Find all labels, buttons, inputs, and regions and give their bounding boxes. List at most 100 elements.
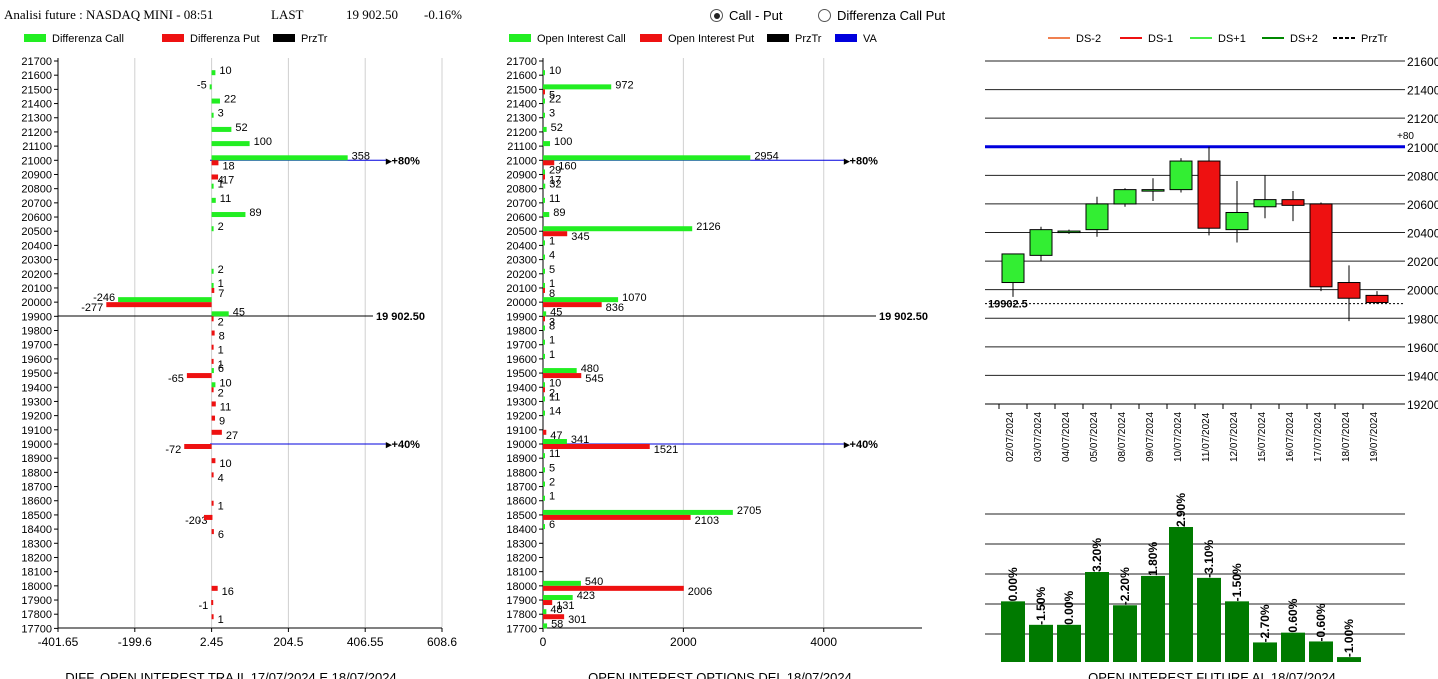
bar-put xyxy=(186,373,212,379)
y-tick-label: 21000 xyxy=(21,155,52,167)
data-label: 1 xyxy=(549,235,555,247)
y-tick-label: 17700 xyxy=(506,623,537,635)
bar-call xyxy=(543,453,545,459)
legend-oi-label: Open Interest Call xyxy=(537,33,626,45)
y-tick-label: 21300 xyxy=(506,113,537,125)
bar-put xyxy=(211,174,219,180)
oi-future-label: -2.20% xyxy=(1118,567,1132,605)
chart-title: OPEN INTEREST FUTURE AL 18/07/2024 xyxy=(1088,670,1336,679)
radio-call-put[interactable]: Call - Put xyxy=(710,8,782,23)
bar-call xyxy=(118,297,212,303)
data-label: 5 xyxy=(549,264,555,276)
date-tick-label: 03/07/2024 xyxy=(1033,412,1044,462)
bar-put xyxy=(543,600,553,606)
y-tick-label: 17900 xyxy=(506,595,537,607)
bar-put xyxy=(211,330,215,336)
date-tick-label: 05/07/2024 xyxy=(1089,412,1100,462)
bar-put xyxy=(543,373,582,379)
data-label: 2954 xyxy=(754,150,778,162)
bar-put xyxy=(543,443,650,449)
y-tick-label: 17700 xyxy=(21,623,52,635)
y-tick-label: 20200 xyxy=(21,269,52,281)
y-tick-label: 20700 xyxy=(21,198,52,210)
y-tick-label: 21600 xyxy=(1407,55,1438,69)
data-label: -3 xyxy=(198,515,208,527)
bar-put xyxy=(211,415,216,421)
date-tick-label: 02/07/2024 xyxy=(1005,412,1016,462)
bar-put xyxy=(211,344,214,350)
data-label: 2 xyxy=(218,387,224,399)
data-label: 10 xyxy=(549,65,561,77)
y-tick-label: 20800 xyxy=(1407,169,1438,183)
data-label: 1070 xyxy=(622,292,646,304)
bar-call xyxy=(543,70,545,76)
date-tick-label: 16/07/2024 xyxy=(1285,412,1296,462)
candle-body xyxy=(1225,211,1249,231)
bar-put xyxy=(211,160,219,166)
bar-call xyxy=(543,580,581,586)
y-tick-label: 19800 xyxy=(506,326,537,338)
data-label: 3 xyxy=(218,108,224,120)
y-tick-label: 20500 xyxy=(506,226,537,238)
data-label: 6 xyxy=(549,519,555,531)
data-label: 7 xyxy=(218,288,224,300)
oi-future-bar xyxy=(1281,632,1305,662)
bar-put xyxy=(203,514,212,520)
date-tick-label: 09/07/2024 xyxy=(1145,412,1156,462)
header-bar: Analisi future : NASDAQ MINI - 08:51 LAS… xyxy=(4,7,564,25)
legend-oi-swatch xyxy=(640,34,662,42)
bar-call xyxy=(211,368,214,374)
oi-future-bar xyxy=(1029,624,1053,662)
y-tick-label: 18800 xyxy=(21,467,52,479)
data-label: 17 xyxy=(549,174,561,186)
y-tick-label: 19400 xyxy=(21,382,52,394)
oi-future-label: -3.10% xyxy=(1202,540,1216,578)
bar-call xyxy=(543,240,545,246)
data-label: 1 xyxy=(549,491,555,503)
data-label: 11 xyxy=(549,391,560,403)
date-tick-label: 12/07/2024 xyxy=(1229,412,1240,462)
y-tick-label: 19200 xyxy=(506,411,537,423)
bar-call xyxy=(211,112,214,118)
y-tick-label: 20000 xyxy=(21,297,52,309)
legend-diff-swatch xyxy=(162,34,184,42)
data-label: 5 xyxy=(549,462,555,474)
bar-call xyxy=(211,212,246,218)
oi-future-label: 0.00% xyxy=(1006,567,1020,601)
data-label: 48 xyxy=(550,604,562,616)
y-tick-label: 20100 xyxy=(21,283,52,295)
bar-put xyxy=(543,231,568,237)
date-tick-label: 18/07/2024 xyxy=(1341,412,1352,462)
data-label: -277 xyxy=(81,302,103,314)
data-label: 160 xyxy=(558,160,576,172)
bar-call xyxy=(543,268,545,274)
oi-future-bar xyxy=(1337,657,1361,662)
y-tick-label: 17900 xyxy=(21,595,52,607)
y-tick-label: 19700 xyxy=(21,340,52,352)
data-label: 17 xyxy=(222,174,234,186)
y-tick-label: 18300 xyxy=(506,538,537,550)
bar-call xyxy=(211,311,229,317)
bar-put xyxy=(543,429,547,435)
data-label: 1 xyxy=(218,179,224,191)
oi-future-bar xyxy=(1057,624,1081,662)
y-tick-label: 20400 xyxy=(1407,227,1438,241)
data-label: -72 xyxy=(165,444,181,456)
bar-call xyxy=(211,98,220,104)
data-label: 1521 xyxy=(654,444,678,456)
data-label: 1 xyxy=(218,614,224,626)
bar-put xyxy=(211,387,214,393)
data-label: 5 xyxy=(549,89,555,101)
date-tick-label: 04/07/2024 xyxy=(1061,412,1072,462)
data-label: 8 xyxy=(549,288,555,300)
data-label: 8 xyxy=(549,321,555,333)
y-tick-label: 20600 xyxy=(21,212,52,224)
bar-call xyxy=(211,155,348,161)
data-label: 2126 xyxy=(696,221,720,233)
bar-put xyxy=(184,443,212,449)
bar-call xyxy=(543,141,551,147)
data-label: 11 xyxy=(220,193,231,205)
data-label: 2 xyxy=(549,477,555,489)
radio-differenza-call-put[interactable]: Differenza Call Put xyxy=(818,8,945,23)
radio-differenza-dot xyxy=(818,9,831,22)
